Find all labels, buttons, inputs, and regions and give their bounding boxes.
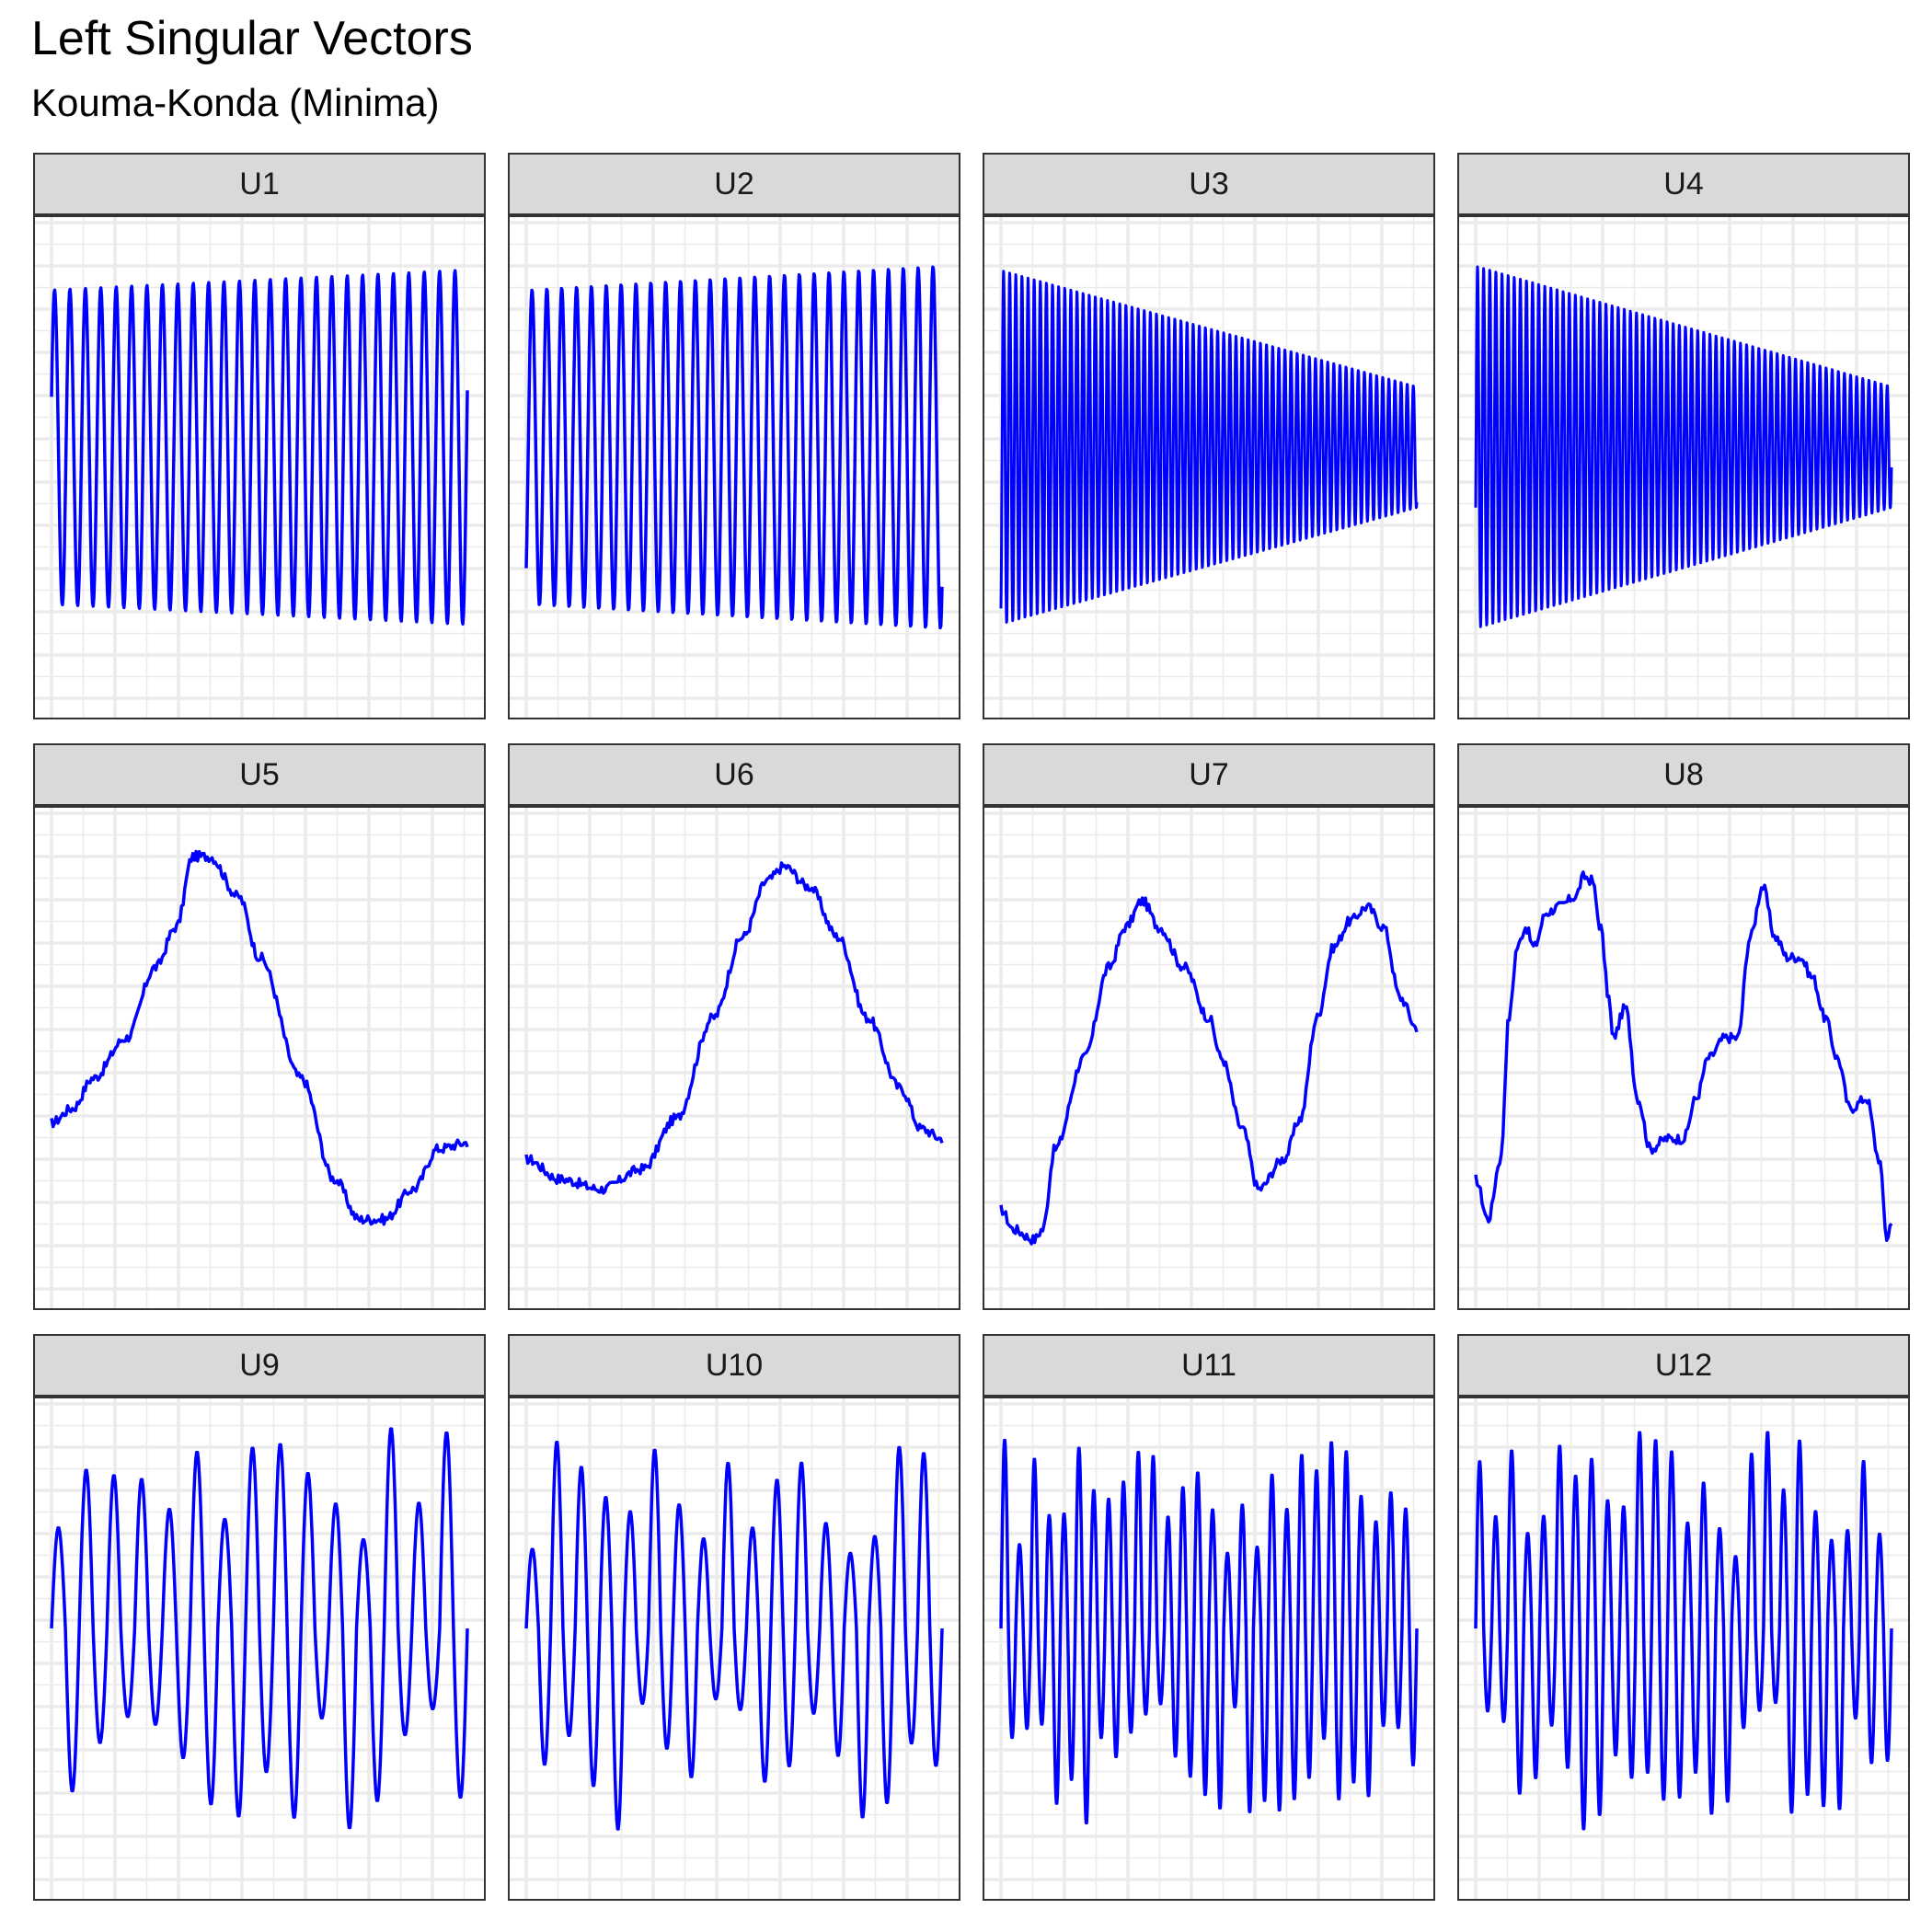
facet-strip-label: U7 bbox=[983, 743, 1435, 806]
panel-border bbox=[508, 1397, 960, 1901]
facet-panel bbox=[1457, 1397, 1910, 1901]
series-line-u4 bbox=[1474, 265, 1893, 628]
chart-title: Left Singular Vectors bbox=[31, 12, 473, 65]
panel-border bbox=[508, 806, 960, 1310]
facet-strip-label: U3 bbox=[983, 153, 1435, 215]
series-line-u1 bbox=[50, 269, 469, 627]
facet-u9: U9 bbox=[33, 1334, 486, 1901]
facet-panel bbox=[508, 215, 960, 719]
facet-panel bbox=[33, 1397, 486, 1901]
facet-panel bbox=[1457, 215, 1910, 719]
series-line-u10 bbox=[524, 1441, 944, 1831]
chart-subtitle: Kouma-Konda (Minima) bbox=[31, 81, 440, 124]
facet-strip-label: U8 bbox=[1457, 743, 1910, 806]
facet-panel bbox=[983, 215, 1435, 719]
series-line-u5 bbox=[50, 849, 469, 1226]
facet-panel bbox=[508, 806, 960, 1310]
facet-strip-label: U10 bbox=[508, 1334, 960, 1397]
facet-strip-label: U12 bbox=[1457, 1334, 1910, 1397]
series-line-u9 bbox=[50, 1427, 469, 1830]
facet-u2: U2 bbox=[508, 153, 960, 719]
facet-strip-label: U6 bbox=[508, 743, 960, 806]
facet-panel bbox=[1457, 806, 1910, 1310]
facet-strip-label: U1 bbox=[33, 153, 486, 215]
series-line-u3 bbox=[999, 270, 1419, 624]
panel-border bbox=[983, 806, 1435, 1310]
facet-strip-label: U4 bbox=[1457, 153, 1910, 215]
panel-border bbox=[983, 1397, 1435, 1901]
series-line-u11 bbox=[999, 1438, 1419, 1825]
panel-border bbox=[983, 215, 1435, 719]
facet-u4: U4 bbox=[1457, 153, 1910, 719]
facet-u8: U8 bbox=[1457, 743, 1910, 1310]
panel-border bbox=[1457, 806, 1910, 1310]
panel-border bbox=[33, 806, 486, 1310]
panel-border bbox=[33, 215, 486, 719]
series-line-u12 bbox=[1474, 1431, 1893, 1831]
facet-strip-label: U2 bbox=[508, 153, 960, 215]
facet-panel bbox=[33, 215, 486, 719]
facet-u11: U11 bbox=[983, 1334, 1435, 1901]
series-line-u2 bbox=[524, 265, 944, 630]
panel-border bbox=[33, 1397, 486, 1901]
facet-panel bbox=[508, 1397, 960, 1901]
panel-border bbox=[508, 215, 960, 719]
facet-strip-label: U11 bbox=[983, 1334, 1435, 1397]
facet-u6: U6 bbox=[508, 743, 960, 1310]
panel-border bbox=[1457, 215, 1910, 719]
facet-strip-label: U5 bbox=[33, 743, 486, 806]
panel-border bbox=[1457, 1397, 1910, 1901]
facet-strip-label: U9 bbox=[33, 1334, 486, 1397]
series-line-u8 bbox=[1474, 870, 1893, 1243]
series-line-u6 bbox=[524, 861, 944, 1195]
facet-panel bbox=[983, 806, 1435, 1310]
facet-u3: U3 bbox=[983, 153, 1435, 719]
series-line-u7 bbox=[999, 896, 1419, 1246]
facet-u1: U1 bbox=[33, 153, 486, 719]
facet-u7: U7 bbox=[983, 743, 1435, 1310]
facet-u10: U10 bbox=[508, 1334, 960, 1901]
facet-u12: U12 bbox=[1457, 1334, 1910, 1901]
facet-u5: U5 bbox=[33, 743, 486, 1310]
facet-panel bbox=[983, 1397, 1435, 1901]
facet-panel bbox=[33, 806, 486, 1310]
